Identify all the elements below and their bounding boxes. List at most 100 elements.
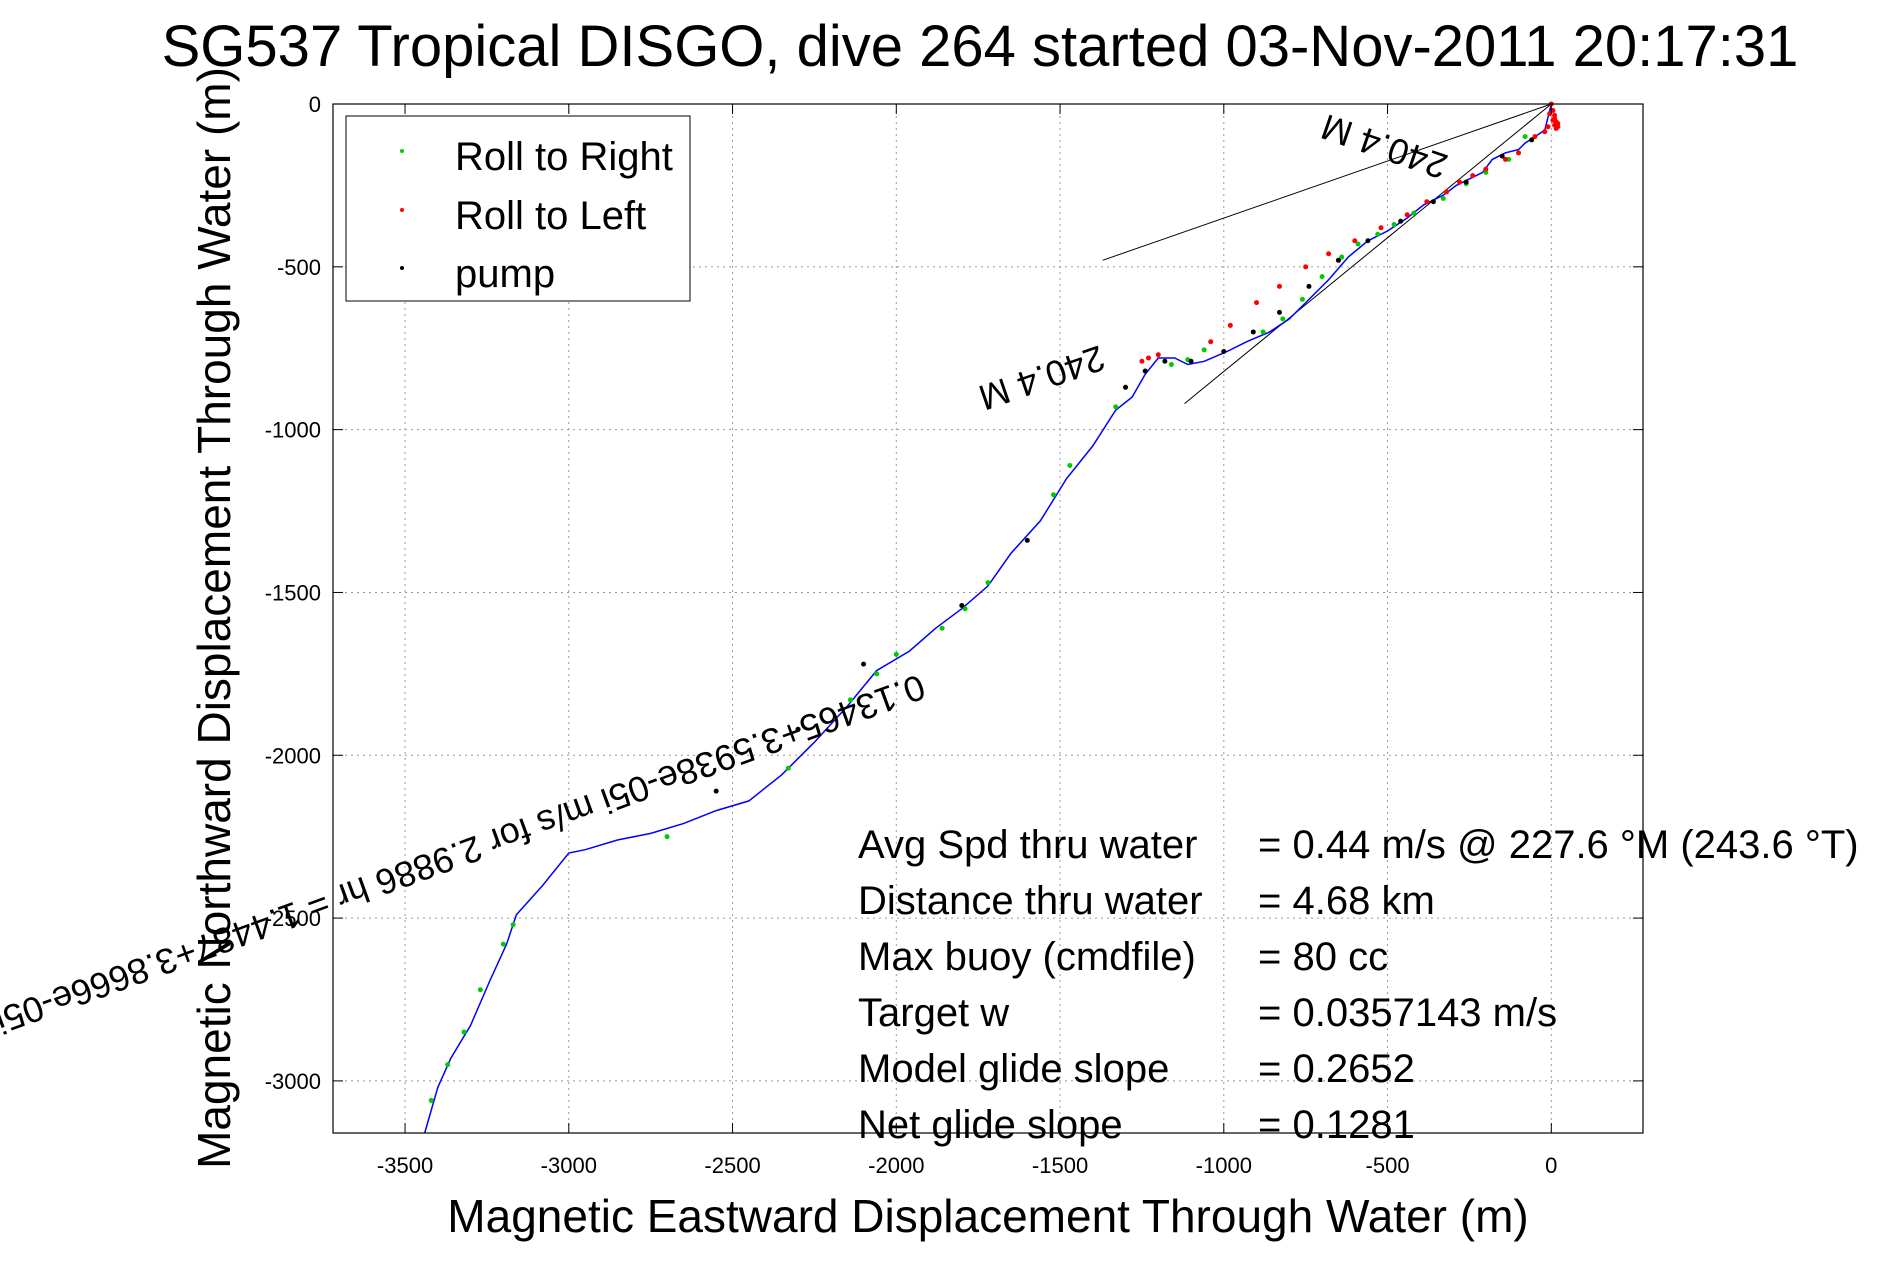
- roll-right-marker: [985, 580, 991, 586]
- pump-marker: [1430, 199, 1436, 205]
- glide-line: [1102, 103, 1552, 261]
- pump-marker: [1463, 179, 1469, 185]
- pump-marker: [1221, 348, 1227, 354]
- legend: Roll to Right Roll to Left pump: [345, 115, 691, 302]
- roll-left-marker: [1404, 212, 1410, 218]
- track-line: [423, 103, 1553, 1134]
- plot-frame: [332, 103, 1644, 1134]
- roll-left-marker: [1502, 156, 1508, 162]
- roll-left-marker: [1424, 199, 1430, 205]
- roll-left-marker: [1550, 117, 1556, 123]
- stat-value: = 0.2652: [1258, 1047, 1415, 1091]
- y-tick-label: 0: [309, 92, 321, 117]
- roll-left-marker: [1145, 355, 1151, 361]
- roll-right-marker: [1411, 210, 1417, 216]
- roll-right-marker: [1319, 274, 1325, 280]
- pump-marker: [1306, 283, 1312, 289]
- legend-label-pump: pump: [455, 252, 555, 296]
- legend-marker-roll-left: [400, 208, 404, 212]
- stat-value: = 80 cc: [1258, 935, 1388, 979]
- pump-marker: [861, 661, 867, 667]
- legend-marker-roll-right: [400, 149, 404, 153]
- pump-marker: [1335, 257, 1341, 263]
- stat-value: = 4.68 km: [1258, 879, 1435, 923]
- roll-left-marker: [1139, 358, 1145, 364]
- roll-right-marker: [1339, 254, 1345, 260]
- roll-left-marker: [1483, 166, 1489, 172]
- roll-right-marker: [1067, 462, 1073, 468]
- pump-marker: [1188, 358, 1194, 364]
- roll-left-marker: [1276, 283, 1282, 289]
- stat-value: = 0.0357143 m/s: [1258, 991, 1557, 1035]
- x-tick-label: -2000: [868, 1153, 924, 1178]
- stat-label: Model glide slope: [858, 1047, 1169, 1091]
- y-tick-label: -500: [277, 255, 321, 280]
- roll-right-marker: [893, 651, 899, 657]
- roll-left-marker: [1254, 300, 1260, 306]
- pump-marker: [1499, 153, 1505, 159]
- roll-right-marker: [962, 606, 968, 612]
- roll-right-marker: [445, 1062, 451, 1068]
- roll-left-marker: [1516, 150, 1522, 156]
- roll-right-marker: [1522, 134, 1528, 140]
- y-tick-label: -2000: [265, 743, 321, 768]
- stat-label: Target w: [858, 991, 1009, 1035]
- stats-block: Avg Spd thru water = 0.44 m/s @ 227.6 °M…: [858, 823, 1859, 1147]
- chart-title: SG537 Tropical DISGO, dive 264 started 0…: [162, 14, 1799, 79]
- roll-right-marker: [461, 1029, 467, 1035]
- roll-right-marker: [1260, 329, 1266, 335]
- roll-right-marker: [1375, 231, 1381, 237]
- roll-right-marker: [510, 922, 516, 928]
- pump-marker: [795, 726, 801, 732]
- roll-right-marker: [1299, 296, 1305, 302]
- y-axis-label: Magnetic Northward Displacement Through …: [188, 67, 240, 1169]
- x-tick-label: 0: [1545, 1153, 1557, 1178]
- pump-marker: [1529, 137, 1535, 143]
- pump-marker: [959, 602, 965, 608]
- pump-marker: [1162, 358, 1168, 364]
- roll-left-marker: [1470, 173, 1476, 179]
- x-tick-label: -3500: [377, 1153, 433, 1178]
- roll-right-marker: [1391, 221, 1397, 227]
- roll-right-marker: [847, 697, 853, 703]
- legend-label-roll-right: Roll to Right: [455, 135, 673, 179]
- roll-left-marker: [1532, 134, 1538, 140]
- roll-left-marker: [1552, 122, 1558, 128]
- roll-right-marker: [785, 765, 791, 771]
- stat-label: Max buoy (cmdfile): [858, 935, 1196, 979]
- roll-right-marker: [500, 941, 506, 947]
- pump-marker: [1142, 368, 1148, 374]
- y-tick-label: -1000: [265, 418, 321, 443]
- y-tick-label: -3000: [265, 1069, 321, 1094]
- series-markers: [428, 101, 1561, 1103]
- roll-right-marker: [1113, 404, 1119, 410]
- roll-left-marker: [1444, 189, 1449, 195]
- roll-left-marker: [1545, 124, 1551, 130]
- x-axis-label: Magnetic Eastward Displacement Through W…: [447, 1190, 1528, 1242]
- roll-right-marker: [1051, 492, 1056, 498]
- x-tick-label: -2500: [704, 1153, 760, 1178]
- stat-label: Net glide slope: [858, 1103, 1123, 1147]
- roll-right-marker: [1201, 347, 1207, 353]
- roll-left-marker: [1155, 352, 1161, 358]
- roll-left-marker: [1326, 251, 1332, 257]
- roll-right-marker: [1280, 316, 1286, 322]
- legend-box: [345, 115, 691, 302]
- stat-label: Avg Spd thru water: [858, 823, 1197, 867]
- roll-right-marker: [939, 625, 945, 631]
- roll-left-marker: [1227, 322, 1233, 328]
- roll-left-marker: [1303, 264, 1309, 270]
- roll-right-marker: [1355, 241, 1361, 247]
- roll-right-marker: [428, 1097, 434, 1103]
- roll-right-marker: [477, 987, 483, 993]
- roll-left-marker: [1542, 129, 1548, 135]
- roll-right-marker: [1440, 195, 1446, 201]
- y-tick-label: -2500: [265, 906, 321, 931]
- x-tick-label: -1500: [1032, 1153, 1088, 1178]
- stat-value: = 0.1281: [1258, 1103, 1415, 1147]
- roll-left-marker: [1352, 238, 1358, 244]
- glide-lines: [1102, 103, 1552, 404]
- pump-marker: [1276, 309, 1282, 315]
- stat-label: Distance thru water: [858, 879, 1203, 923]
- pump-marker: [1365, 238, 1371, 244]
